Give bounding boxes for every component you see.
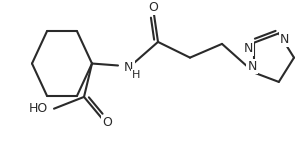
Text: N: N — [124, 61, 133, 74]
Text: N: N — [248, 60, 257, 73]
Text: H: H — [132, 70, 140, 80]
Text: N: N — [280, 33, 289, 46]
Text: O: O — [102, 116, 112, 129]
Text: N: N — [244, 42, 253, 55]
Text: HO: HO — [28, 102, 48, 115]
Text: O: O — [148, 1, 158, 14]
